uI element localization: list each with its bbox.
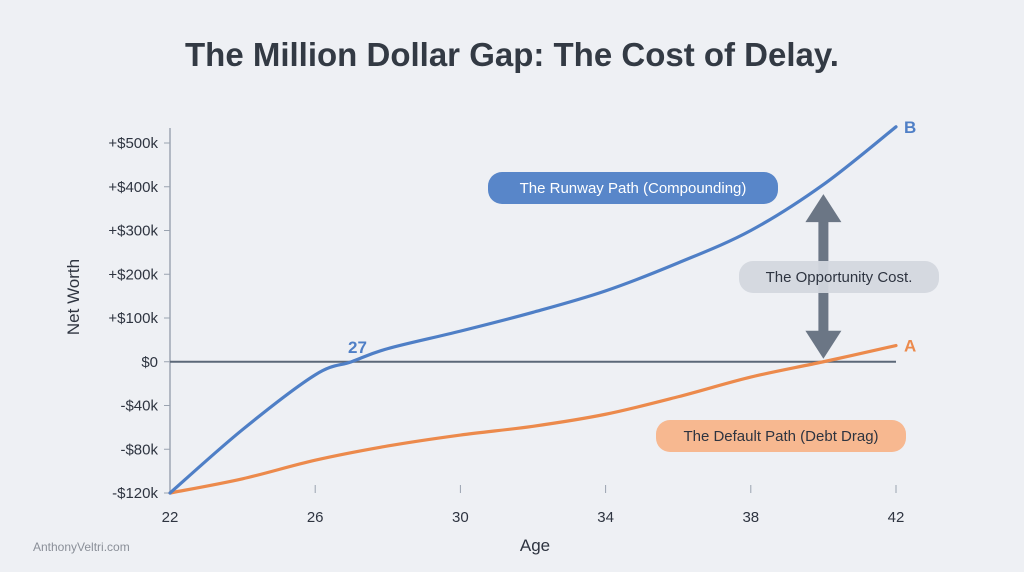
x-tick-label: 30 bbox=[452, 509, 469, 526]
breakeven-age-label: 27 bbox=[348, 338, 367, 357]
x-tick-label: 34 bbox=[597, 509, 614, 526]
runway-path-label: The Runway Path (Compounding) bbox=[520, 180, 747, 197]
runway-path-line bbox=[168, 125, 898, 495]
credit-watermark: AnthonyVeltri.com bbox=[33, 540, 130, 554]
gap-arrow-down-head bbox=[805, 330, 842, 359]
y-tick-label: +$300k bbox=[108, 223, 158, 240]
y-tick-label: $0 bbox=[141, 354, 158, 371]
y-tick-label: -$80k bbox=[120, 441, 158, 458]
end-label-a: A bbox=[904, 337, 916, 356]
opportunity-cost-label: The Opportunity Cost. bbox=[766, 269, 913, 286]
y-tick-label: +$100k bbox=[108, 310, 158, 327]
default-path-line bbox=[168, 343, 898, 495]
end-label-b: B bbox=[904, 118, 916, 137]
opportunity-cost-label-background bbox=[739, 261, 939, 293]
y-tick-label: +$200k bbox=[108, 266, 158, 283]
y-tick-label: -$40k bbox=[120, 398, 158, 415]
y-tick-label: +$500k bbox=[108, 135, 158, 152]
x-axis-label: Age bbox=[520, 536, 550, 555]
default-path-label-background bbox=[656, 420, 906, 452]
chart-title: The Million Dollar Gap: The Cost of Dela… bbox=[185, 36, 839, 73]
x-tick-label: 42 bbox=[888, 509, 905, 526]
runway-path-label-background bbox=[488, 172, 778, 204]
y-tick-label: -$120k bbox=[112, 485, 158, 502]
x-tick-label: 26 bbox=[307, 509, 324, 526]
y-tick-label: +$400k bbox=[108, 179, 158, 196]
y-axis-label: Net Worth bbox=[64, 259, 83, 335]
gap-arrow-up-head bbox=[805, 194, 842, 223]
default-path-label: The Default Path (Debt Drag) bbox=[683, 428, 878, 445]
x-tick-label: 38 bbox=[742, 509, 759, 526]
x-tick-label: 22 bbox=[162, 509, 179, 526]
